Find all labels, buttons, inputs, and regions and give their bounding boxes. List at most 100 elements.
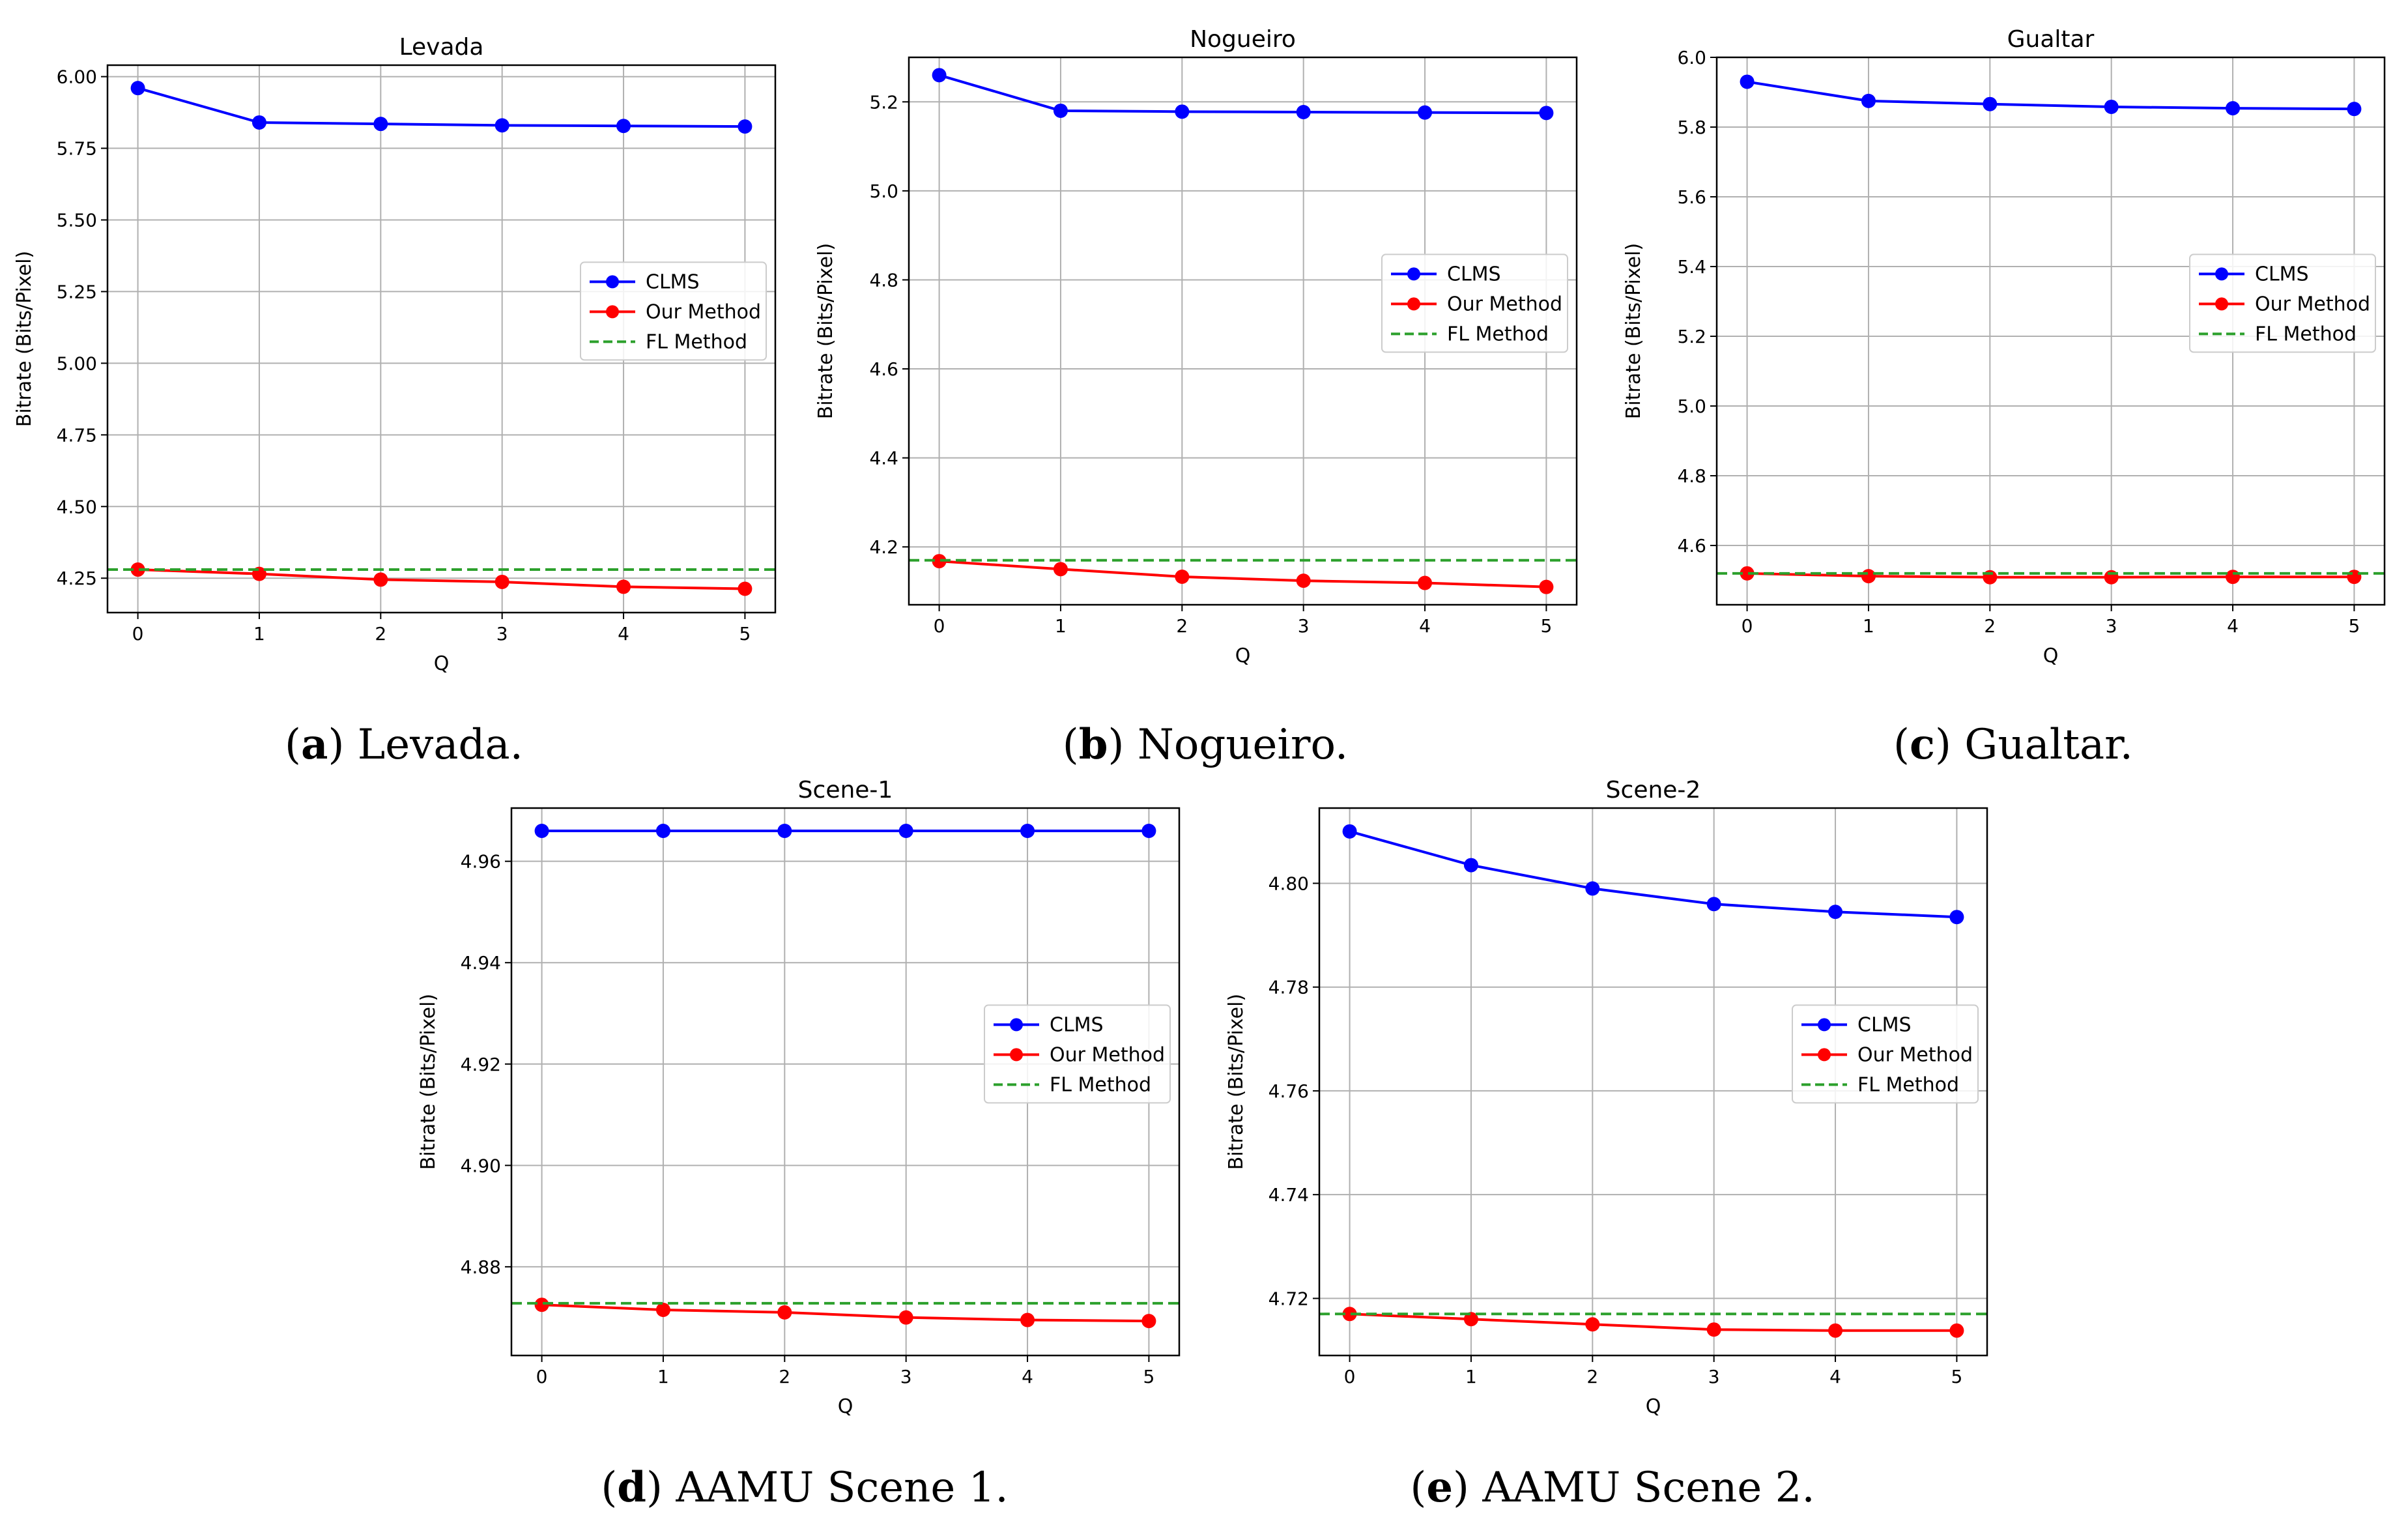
data-point bbox=[1585, 1317, 1600, 1332]
chart-levada: Levada 0 1 2 3 4 5 4.25 4.50 4.75 5.00 5.25 5.50 5.75… bbox=[13, 34, 777, 675]
data-point bbox=[1342, 824, 1357, 839]
chart-scene-1: Scene-1 0 1 2 3 4 5 4.88 4.90 4.92 4.94 4.96 Q Bitrat… bbox=[417, 777, 1181, 1418]
y-tick-label: 4.90 bbox=[461, 1155, 501, 1176]
y-tick-label: 5.50 bbox=[57, 209, 97, 231]
x-tick-label: 2 bbox=[1176, 615, 1188, 637]
y-axis-label: Bitrate (Bits/Pixel) bbox=[1225, 994, 1248, 1170]
x-tick-label: 4 bbox=[1829, 1366, 1841, 1387]
data-point bbox=[1175, 569, 1190, 584]
legend-marker bbox=[1010, 1018, 1023, 1032]
y-tick-label: 4.96 bbox=[461, 851, 501, 873]
data-point bbox=[1861, 569, 1876, 584]
y-tick-label: 4.25 bbox=[57, 568, 97, 589]
legend: CLMS Our Method FL Method bbox=[984, 1004, 1171, 1104]
x-tick-label: 1 bbox=[1465, 1366, 1477, 1387]
data-point bbox=[494, 118, 509, 133]
legend-marker bbox=[1818, 1018, 1831, 1032]
legend-label: CLMS bbox=[646, 270, 700, 293]
legend: CLMS Our Method FL Method bbox=[1792, 1004, 1979, 1104]
y-tick-label: 4.80 bbox=[1268, 873, 1309, 894]
legend-box bbox=[2189, 254, 2376, 353]
data-point bbox=[898, 1310, 913, 1325]
caption-text: AAMU Scene 1. bbox=[676, 1464, 1009, 1512]
x-axis-label: Q bbox=[838, 1395, 853, 1418]
y-tick-label: 5.00 bbox=[57, 353, 97, 374]
caption-nogueiro: (b) Nogueiro. bbox=[1062, 720, 1349, 769]
x-tick-label: 0 bbox=[1344, 1366, 1356, 1387]
y-tick-label: 6.0 bbox=[1677, 47, 1706, 68]
legend-marker bbox=[606, 305, 619, 319]
plot-frame bbox=[1318, 807, 1988, 1357]
legend-label: FL Method bbox=[1447, 323, 1549, 345]
y-tick-label: 4.6 bbox=[1677, 535, 1706, 557]
x-tick-label: 4 bbox=[1419, 615, 1431, 637]
legend-marker bbox=[1407, 267, 1420, 281]
y-tick-label: 5.2 bbox=[869, 91, 898, 113]
legend: CLMS Our Method FL Method bbox=[2189, 254, 2376, 353]
data-point bbox=[1296, 105, 1311, 119]
x-tick-label: 3 bbox=[2106, 615, 2117, 637]
x-tick-label: 0 bbox=[132, 623, 144, 645]
x-tick-label: 2 bbox=[1586, 1366, 1598, 1387]
data-point bbox=[130, 81, 145, 96]
plot-frame bbox=[106, 64, 777, 614]
chart-panel-scene-2: Scene-2 0 1 2 3 4 5 4.72 4.74 4.76 4.78 4.80 Q Bitrat… bbox=[1212, 762, 2000, 1421]
x-tick-label: 0 bbox=[536, 1366, 548, 1387]
data-point bbox=[777, 824, 792, 838]
legend-label: CLMS bbox=[1050, 1013, 1104, 1036]
chart-nogueiro: Nogueiro 0 1 2 3 4 5 4.2 4.4 4.6 4.8 5.0 5.2 Q Bitrate… bbox=[814, 26, 1578, 667]
x-tick-label: 4 bbox=[618, 623, 629, 645]
data-point bbox=[2347, 102, 2362, 117]
data-point bbox=[1828, 905, 1843, 920]
data-point bbox=[1020, 824, 1035, 838]
x-tick-label: 5 bbox=[1951, 1366, 1962, 1387]
chart-gualtar: Gualtar 0 1 2 3 4 5 4.6 4.8 5.0 5.2 5.4 5.6 5.8 6.0 Q Bi… bbox=[1622, 26, 2386, 667]
y-axis-label: Bitrate (Bits/Pixel) bbox=[417, 994, 440, 1170]
plot-title: Scene-1 bbox=[798, 777, 893, 804]
caption-gualtar: (c) Gualtar. bbox=[1893, 720, 2133, 769]
x-tick-label: 3 bbox=[900, 1366, 912, 1387]
legend-label: Our Method bbox=[1447, 293, 1562, 315]
plot-title: Gualtar bbox=[2007, 26, 2095, 53]
legend-label: FL Method bbox=[2255, 323, 2357, 345]
caption-letter: d bbox=[617, 1463, 647, 1512]
data-point bbox=[1463, 1312, 1478, 1327]
series-line bbox=[939, 74, 1547, 115]
data-point bbox=[1861, 93, 1876, 108]
legend-label: FL Method bbox=[646, 330, 747, 353]
legend-marker bbox=[2215, 297, 2228, 311]
data-point bbox=[616, 579, 631, 594]
x-tick-label: 1 bbox=[1055, 615, 1067, 637]
y-tick-label: 4.2 bbox=[869, 536, 898, 558]
data-point bbox=[1539, 106, 1554, 121]
series-clms bbox=[1740, 74, 2362, 117]
data-point bbox=[494, 574, 509, 589]
caption-text: Gualtar. bbox=[1964, 721, 2133, 769]
y-tick-label: 5.4 bbox=[1677, 256, 1706, 278]
data-point bbox=[251, 115, 266, 130]
x-tick-label: 4 bbox=[2227, 615, 2239, 637]
x-tick-label: 4 bbox=[1022, 1366, 1033, 1387]
y-axis-label: Bitrate (Bits/Pixel) bbox=[1622, 243, 1645, 419]
legend-label: Our Method bbox=[1050, 1043, 1165, 1066]
data-point bbox=[1539, 579, 1554, 594]
chart-panel-levada: Levada 0 1 2 3 4 5 4.25 4.50 4.75 5.00 5.25 5.50 5.75… bbox=[0, 20, 788, 678]
data-point bbox=[932, 68, 947, 83]
legend: CLMS Our Method FL Method bbox=[1381, 254, 1568, 353]
grid-lines bbox=[511, 808, 1179, 1355]
x-axis-label: Q bbox=[2043, 645, 2059, 667]
y-tick-label: 4.72 bbox=[1268, 1288, 1309, 1309]
x-tick-label: 0 bbox=[1742, 615, 1753, 637]
data-point bbox=[1418, 575, 1433, 590]
x-tick-label: 1 bbox=[253, 623, 265, 645]
y-tick-label: 4.92 bbox=[461, 1054, 501, 1075]
series-our-method bbox=[1342, 1307, 1964, 1338]
x-tick-label: 5 bbox=[1540, 615, 1552, 637]
data-point bbox=[1342, 1307, 1357, 1322]
series-our-method bbox=[534, 1297, 1156, 1329]
series-clms bbox=[1342, 824, 1964, 925]
caption-letter: c bbox=[1909, 720, 1935, 769]
data-point bbox=[1053, 103, 1068, 118]
data-point bbox=[1706, 897, 1721, 912]
x-tick-label: 3 bbox=[1708, 1366, 1720, 1387]
